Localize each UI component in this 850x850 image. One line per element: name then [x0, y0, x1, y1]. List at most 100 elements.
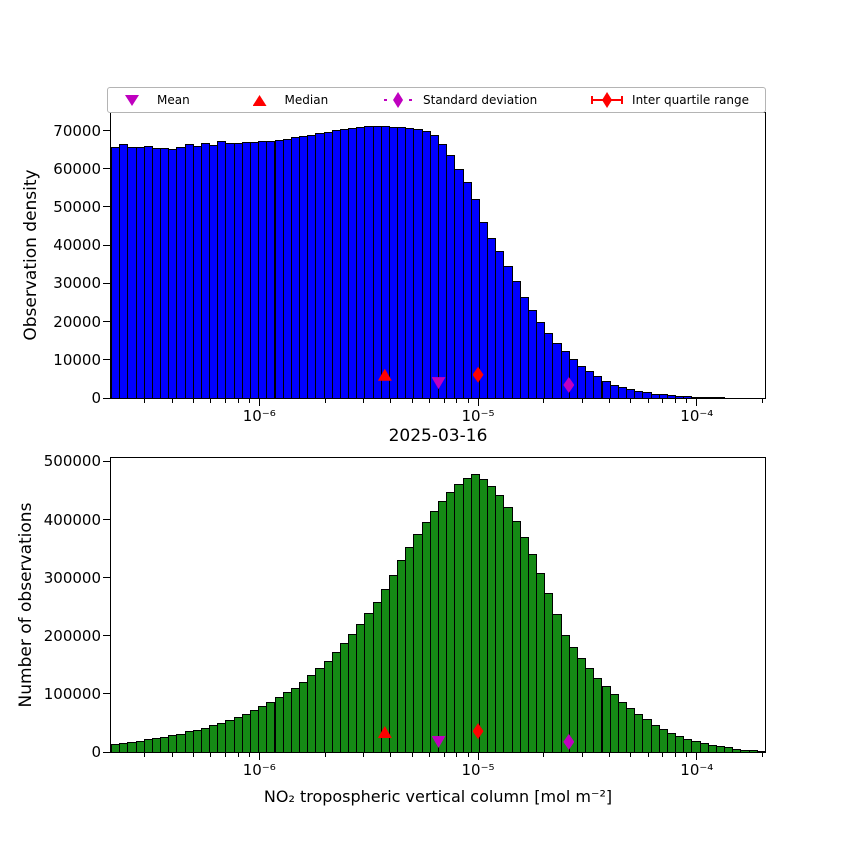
x-minor-tick [630, 753, 632, 757]
y-tick [103, 519, 110, 521]
legend-item-mean: Mean [116, 92, 190, 108]
x-minor-tick [675, 399, 677, 403]
y-tick [103, 359, 110, 361]
y-tick [103, 321, 110, 323]
x-minor-tick [390, 753, 392, 757]
x-minor-tick [581, 753, 583, 757]
y-tick-label: 20000 [53, 312, 101, 331]
legend: Mean Median Standard deviation Inter qua… [107, 87, 766, 113]
x-minor-tick [210, 753, 212, 757]
x-major-tick [477, 399, 479, 406]
y-tick-label: 30000 [53, 274, 101, 293]
legend-label-mean: Mean [157, 93, 190, 107]
x-tick-label: 10⁻⁵ [461, 407, 495, 425]
y-tick-label: 300000 [43, 568, 101, 587]
y-tick-label: 60000 [53, 159, 101, 178]
x-axis-label: NO₂ tropospheric vertical column [mol m⁻… [263, 787, 613, 806]
x-minor-tick [686, 399, 688, 403]
x-tick-label: 10⁻⁶ [242, 761, 276, 779]
iqr-glyph [602, 92, 613, 108]
y-tick [103, 206, 110, 208]
y-tick [103, 460, 110, 462]
legend-label-median: Median [284, 93, 329, 107]
x-minor-tick [429, 399, 430, 403]
y-tick-label: 0 [91, 743, 101, 761]
x-minor-tick [675, 753, 677, 757]
histogram-bar [715, 397, 726, 398]
x-minor-tick [443, 753, 445, 757]
x-minor-tick [429, 753, 430, 757]
y-tick [103, 635, 110, 637]
inter-quartile-range-marker-icon [591, 92, 624, 108]
x-minor-tick [647, 753, 649, 757]
y-tick [103, 244, 110, 246]
x-minor-tick [192, 399, 194, 403]
x-minor-tick [662, 399, 664, 403]
legend-item-median: Median [244, 92, 329, 108]
y-tick-label: 50000 [53, 197, 101, 216]
x-minor-tick [411, 399, 413, 403]
x-minor-tick [237, 753, 239, 757]
x-tick-label: 10⁻⁵ [461, 761, 495, 779]
x-major-tick [696, 753, 698, 760]
x-minor-tick [248, 399, 250, 403]
median-marker-icon [244, 92, 276, 108]
legend-label-standard-deviation: Standard deviation [423, 93, 538, 107]
x-major-tick [477, 753, 479, 760]
x-minor-tick [543, 399, 545, 403]
histogram-bar [756, 751, 766, 752]
std-glyph [409, 99, 413, 101]
x-minor-tick [237, 399, 239, 403]
x-minor-tick [456, 399, 458, 403]
x-major-tick [258, 399, 260, 406]
x-major-tick [696, 399, 698, 406]
x-minor-tick [411, 753, 413, 757]
x-minor-tick [324, 399, 326, 403]
x-minor-tick [210, 399, 212, 403]
x-minor-tick [224, 753, 226, 757]
x-minor-tick [456, 753, 458, 757]
x-minor-tick [443, 399, 445, 403]
x-tick-label: 10⁻⁶ [242, 407, 276, 425]
x-minor-tick [171, 399, 173, 403]
inter-quartile-range-marker [472, 723, 484, 740]
legend-label-inter-quartile-range: Inter quartile range [632, 93, 749, 107]
x-minor-tick [762, 399, 764, 403]
std-glyph [393, 92, 404, 108]
x-minor-tick [192, 753, 194, 757]
y-tick-label: 100000 [43, 684, 101, 703]
x-minor-tick [144, 399, 146, 403]
std-glyph [384, 99, 388, 101]
x-minor-tick [171, 753, 173, 757]
x-tick-label: 10⁻⁴ [680, 761, 714, 779]
x-minor-tick [630, 399, 632, 403]
iqr-glyph [591, 96, 594, 104]
x-minor-tick [324, 753, 326, 757]
x-minor-tick [543, 753, 545, 757]
mean-marker-icon [116, 92, 148, 108]
y-tick-label: 10000 [53, 350, 101, 369]
x-minor-tick [467, 399, 469, 403]
standard-deviation-marker [563, 733, 575, 750]
standard-deviation-marker-icon [382, 92, 414, 108]
bottom-y-axis-label: Number of observations [16, 502, 36, 708]
y-tick-label: 400000 [43, 510, 101, 529]
y-tick [103, 693, 110, 695]
y-tick [103, 282, 110, 284]
y-tick [103, 577, 110, 579]
x-minor-tick [144, 753, 146, 757]
y-tick [103, 397, 110, 399]
x-minor-tick [609, 753, 611, 757]
y-tick-label: 40000 [53, 236, 101, 255]
y-tick [103, 751, 110, 753]
x-minor-tick [363, 399, 365, 403]
x-minor-tick [248, 753, 250, 757]
bottom-axes-title: 2025-03-16 [388, 426, 488, 446]
x-major-tick [258, 753, 260, 760]
y-tick-label: 70000 [53, 121, 101, 140]
x-minor-tick [467, 753, 469, 757]
x-minor-tick [581, 399, 583, 403]
x-minor-tick [390, 399, 392, 403]
y-tick-label: 0 [91, 389, 101, 407]
